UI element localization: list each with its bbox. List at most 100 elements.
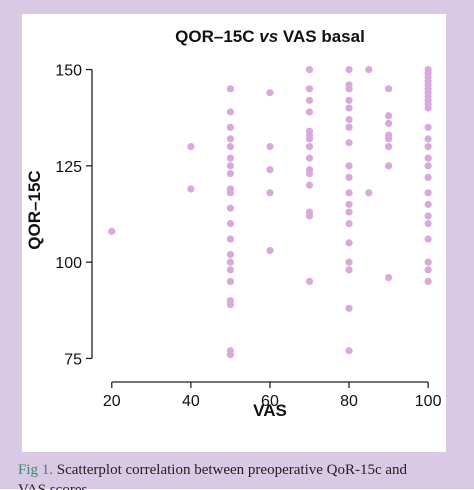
data-point (305, 108, 314, 116)
data-point (305, 142, 314, 151)
data-point (384, 85, 393, 93)
data-point (226, 85, 235, 93)
data-point (345, 116, 353, 124)
caption-text-line2: VAS scores. (18, 482, 92, 490)
data-point (345, 96, 353, 104)
x-tick-label: 60 (261, 393, 279, 410)
x-tick-label: 40 (182, 393, 200, 410)
data-point (424, 173, 432, 182)
axis-ticks: 20 40 60 80 100 75 100 125 150 (55, 63, 441, 410)
data-point (266, 89, 274, 97)
data-point (226, 204, 235, 212)
data-point (365, 189, 373, 197)
data-point (345, 162, 353, 170)
chart-panel (22, 14, 446, 452)
data-point (345, 220, 353, 228)
data-point (226, 142, 235, 151)
data-point (424, 258, 432, 266)
data-point (226, 169, 235, 178)
data-point (226, 123, 235, 131)
data-point (226, 135, 235, 143)
data-point (345, 200, 353, 208)
y-tick-label: 100 (55, 255, 82, 272)
data-point (108, 227, 116, 235)
caption-label: Fig 1. (18, 462, 54, 478)
data-point (424, 200, 432, 208)
data-point (266, 246, 274, 255)
data-point (345, 65, 353, 74)
data-point (384, 162, 393, 170)
data-point (345, 347, 353, 355)
data-point (226, 277, 235, 286)
data-point (226, 189, 235, 197)
data-point (424, 235, 432, 243)
data-point (187, 185, 195, 193)
data-point (345, 123, 353, 131)
y-tick-label: 125 (55, 159, 82, 176)
data-point (305, 212, 314, 220)
data-points (108, 65, 432, 359)
data-point (345, 208, 353, 216)
data-point (305, 181, 314, 189)
data-point (305, 154, 314, 162)
data-point (226, 162, 235, 170)
data-point (305, 277, 314, 286)
data-point (305, 65, 314, 74)
data-point (345, 258, 353, 266)
data-point (424, 277, 432, 286)
data-point (305, 96, 314, 104)
data-point (384, 273, 393, 282)
data-point (187, 142, 195, 151)
data-point (226, 154, 235, 162)
data-point (424, 104, 432, 112)
data-point (345, 104, 353, 112)
x-tick-label: 80 (340, 393, 358, 410)
data-point (266, 189, 274, 197)
figure-caption: Fig 1. Scatterplot correlation between p… (18, 460, 458, 490)
data-point (226, 266, 235, 274)
data-point (345, 239, 353, 247)
data-point (345, 266, 353, 274)
data-point (345, 189, 353, 197)
data-point (226, 300, 235, 309)
data-point (424, 266, 432, 274)
y-tick-label: 75 (64, 351, 82, 368)
data-point (345, 173, 353, 182)
data-point (345, 304, 353, 312)
data-point (345, 139, 353, 147)
data-point (384, 119, 393, 128)
data-point (424, 220, 432, 228)
data-point (305, 85, 314, 93)
data-point (424, 162, 432, 170)
data-point (424, 189, 432, 197)
data-point (424, 154, 432, 162)
data-point (384, 135, 393, 143)
data-point (305, 169, 314, 178)
data-point (424, 135, 432, 143)
x-axis-label: VAS (253, 401, 287, 420)
axes (91, 69, 429, 383)
data-point (226, 350, 235, 359)
x-tick-label: 100 (415, 393, 442, 410)
data-point (384, 112, 393, 120)
data-point (384, 142, 393, 151)
data-point (226, 258, 235, 266)
data-point (226, 220, 235, 228)
data-point (266, 166, 274, 174)
data-point (226, 108, 235, 116)
data-point (226, 235, 235, 243)
data-point (305, 135, 314, 143)
data-point (424, 142, 432, 151)
data-point (226, 250, 235, 259)
scatter-chart: QOR–15C vs VAS basal 20 40 60 80 100 75 100 125… (25, 27, 442, 420)
y-axis-label: QOR–15C (25, 170, 44, 249)
data-point (424, 123, 432, 131)
data-point (266, 142, 274, 151)
data-point (345, 85, 353, 93)
data-point (424, 212, 432, 220)
data-point (365, 65, 373, 74)
chart-title: QOR–15C vs VAS basal (175, 27, 365, 46)
caption-text: Scatterplot correlation between preopera… (53, 462, 408, 478)
x-tick-label: 20 (103, 393, 121, 410)
